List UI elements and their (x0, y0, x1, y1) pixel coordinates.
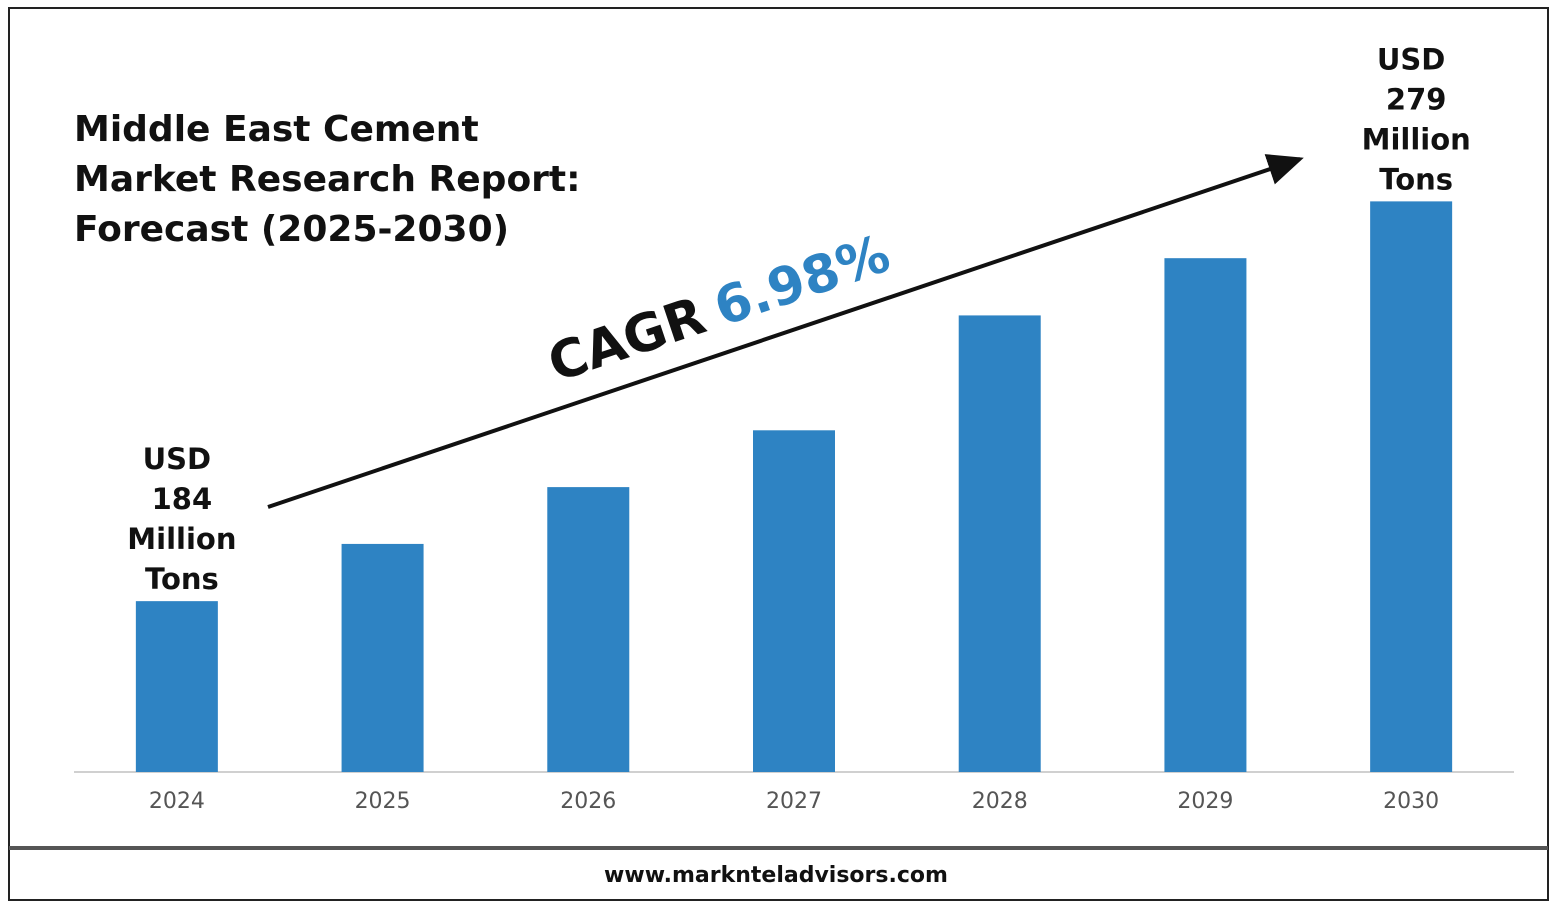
chart-title: Market Research Report: (74, 159, 581, 200)
chart-title: Middle East Cement (74, 109, 479, 150)
bar (958, 315, 1041, 772)
bar (341, 543, 424, 772)
x-tick-label: 2025 (355, 789, 411, 814)
x-tick-label: 2024 (149, 789, 205, 814)
value-label: USD 279 Million Tons (1351, 42, 1470, 196)
bar (1370, 201, 1453, 772)
footer-divider (9, 846, 1548, 850)
trend-arrow (267, 154, 1304, 509)
bar (547, 487, 630, 772)
bar (135, 601, 218, 772)
bar (753, 430, 835, 772)
x-tick-label: 2027 (766, 789, 822, 814)
x-tick-label: 2029 (1177, 789, 1233, 814)
chart-title: Forecast (2025-2030) (74, 209, 509, 250)
x-tick-label: 2028 (972, 789, 1028, 814)
source: www.marknteladvisors.com (604, 863, 948, 888)
value-label: USD 184 Million Tons (117, 442, 236, 596)
x-tick-label: 2030 (1383, 789, 1439, 814)
x-tick-label: 2026 (560, 789, 616, 814)
bar (1164, 258, 1247, 772)
